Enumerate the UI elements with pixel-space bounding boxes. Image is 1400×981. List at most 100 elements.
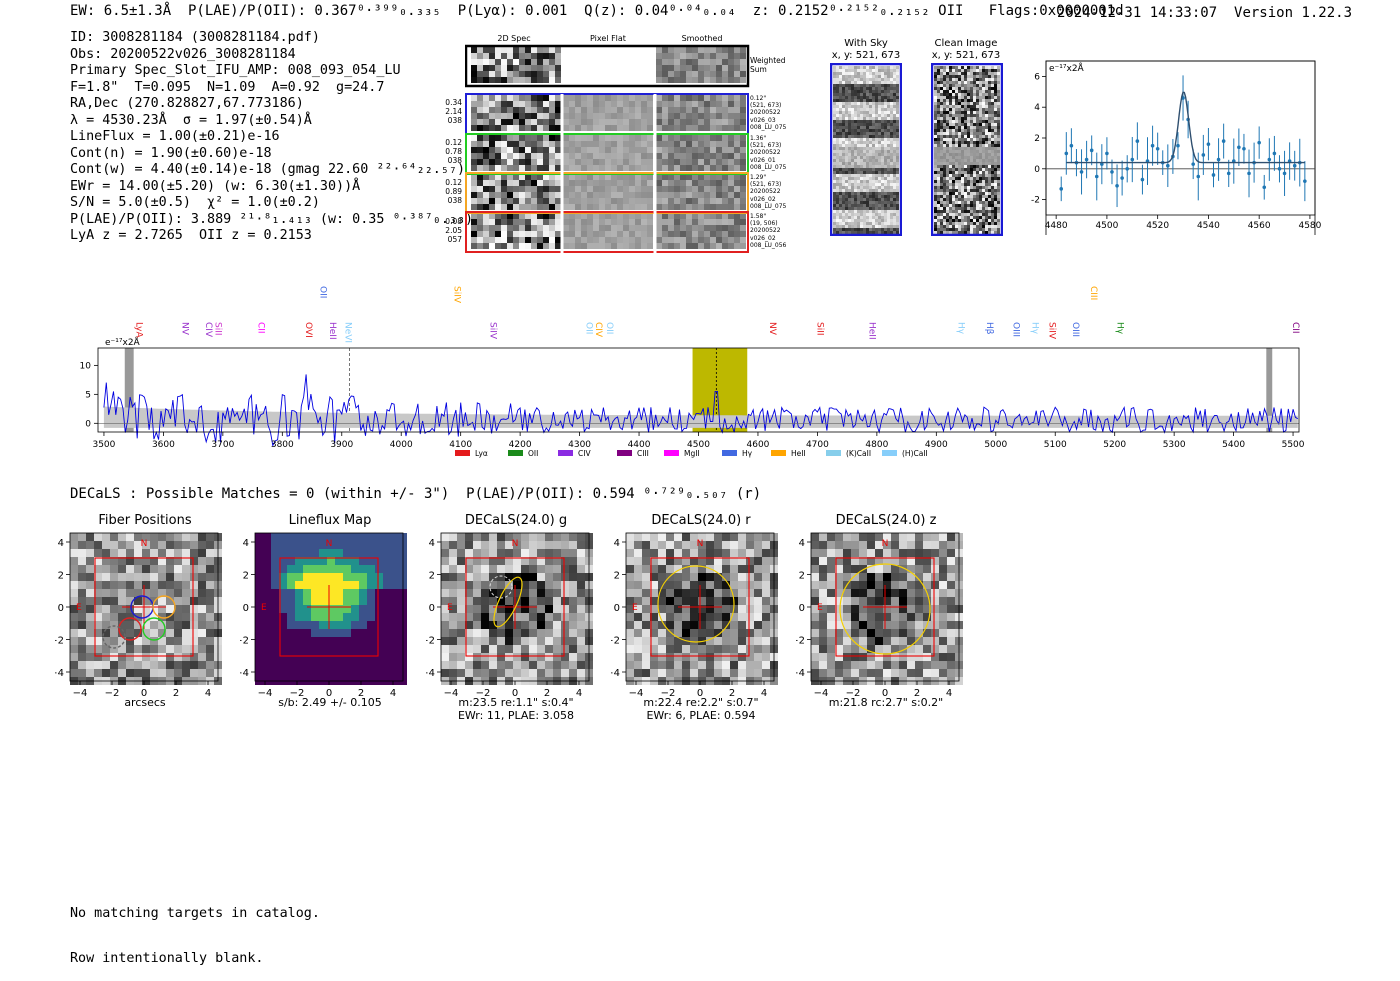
emission-line-label: OIII <box>1011 322 1021 337</box>
panel-title: Lineflux Map <box>240 513 420 528</box>
spectrum-x-tick: 3600 <box>152 440 175 450</box>
data-point <box>1120 176 1124 180</box>
data-point <box>1166 164 1170 168</box>
data-point <box>1262 185 1266 189</box>
legend-label: Lyα <box>475 449 488 458</box>
north-label: N <box>697 539 704 549</box>
emission-line-label: OIII <box>1070 322 1080 337</box>
panel-y-tick: −4 <box>240 668 249 679</box>
data-point <box>1293 164 1297 168</box>
emission-line-label: SiIV <box>487 322 497 340</box>
panel-y-tick: 0 <box>614 603 620 614</box>
cutout-grid <box>465 44 755 256</box>
spectrum-y-tick: 5 <box>85 390 91 400</box>
data-point <box>1268 158 1272 162</box>
info-line: ID: 3008281184 (3008281184.pdf) <box>70 30 473 47</box>
info-line: λ = 4530.23Å σ = 1.97(±0.54)Å <box>70 113 473 130</box>
panel-y-tick: 4 <box>243 538 249 549</box>
emission-line-label: CII <box>1290 322 1300 334</box>
spectrum-x-tick: 5200 <box>1103 440 1126 450</box>
emission-line-label: Hβ <box>984 322 994 335</box>
panel-caption-line: s/b: 2.49 +/- 0.105 <box>240 696 420 709</box>
row-values-1: 0.34 2.14 038 <box>436 98 462 125</box>
zoom-x-tick: 4500 <box>1095 221 1118 231</box>
row-values-3: 0.12 0.89 038 <box>436 178 462 205</box>
data-point <box>1196 175 1200 179</box>
legend-label: OII <box>528 449 538 458</box>
emission-line-label: HeII <box>327 322 337 340</box>
panel-y-tick: −4 <box>796 668 805 679</box>
data-point <box>1156 147 1160 151</box>
legend-swatch <box>508 450 523 456</box>
emission-line-label: CIII <box>1088 286 1098 300</box>
data-point <box>1085 158 1089 162</box>
data-point <box>1151 144 1155 148</box>
east-label: E <box>76 603 82 613</box>
info-line: P(LAE)/P(OII): 3.889 ²¹·⁸₁.₄₁₃ (w: 0.35 … <box>70 212 473 229</box>
col-label-smoothed: Smoothed <box>658 34 746 43</box>
spectrum-x-tick: 3700 <box>211 440 234 450</box>
emission-line-label: NV <box>767 322 777 336</box>
emission-line-label: HeII <box>867 322 877 340</box>
legend-swatch <box>455 450 470 456</box>
north-label: N <box>141 539 148 549</box>
emission-line-label: OII <box>317 286 327 298</box>
catalog-footer: No matching targets in catalog. Row inte… <box>70 876 320 981</box>
north-label: N <box>512 539 519 549</box>
row-note-3: 1.29" (521, 673) 20200522 v026_02 008_LU… <box>750 174 786 210</box>
emission-line-label: Hγ <box>1030 322 1040 335</box>
data-point <box>1136 139 1140 143</box>
emission-line-label: LyA <box>134 322 144 339</box>
spectrum-x-tick: 4700 <box>806 440 829 450</box>
zoom-y-tick: 4 <box>1034 103 1040 113</box>
data-point <box>1080 170 1084 174</box>
panel-caption-line: EWr: 11, PLAE: 3.058 <box>426 709 606 722</box>
version: Version 1.22.3 <box>1234 5 1352 21</box>
data-point <box>1090 149 1094 153</box>
data-point <box>1247 172 1251 176</box>
with-sky-image <box>830 63 902 236</box>
east-label: E <box>447 603 453 613</box>
panel-caption-line: m:23.5 re:1.1" s:0.4" <box>426 696 606 709</box>
spectrum-x-tick: 5300 <box>1163 440 1186 450</box>
panel-caption-line: m:22.4 re:2.2" s:0.7" <box>611 696 791 709</box>
data-point <box>1237 145 1241 149</box>
data-point <box>1065 152 1069 156</box>
data-point <box>1176 144 1180 148</box>
data-point <box>1227 172 1231 176</box>
clean-image-title-block: Clean Image x, y: 521, 673 <box>920 38 1012 62</box>
with-sky-title-block: With Sky x, y: 521, 673 <box>820 38 912 62</box>
legend-swatch <box>617 450 632 456</box>
info-line: RA,Dec (270.828827,67.773186) <box>70 96 473 113</box>
timestamp: 2024-12-31 14:33:07 <box>1057 5 1217 21</box>
emission-line-label: NeVI <box>342 322 352 343</box>
emission-line-label: SiII <box>814 322 824 336</box>
legend-swatch <box>722 450 737 456</box>
east-label: E <box>632 603 638 613</box>
data-point <box>1141 178 1145 182</box>
legend-swatch <box>771 450 786 456</box>
clean-image-title: Clean Image <box>920 38 1012 50</box>
legend-label: CIV <box>578 449 591 458</box>
info-line: EWr = 14.00(±5.20) (w: 6.30(±1.30))Å <box>70 179 473 196</box>
spectrum-x-tick: 3900 <box>330 440 353 450</box>
data-point <box>1070 144 1074 148</box>
data-point <box>1115 184 1119 188</box>
panel-title: DECaLS(24.0) z <box>796 513 976 528</box>
emission-line-label: NV <box>179 322 189 336</box>
panel-y-tick: −4 <box>426 668 435 679</box>
footer-line-1: No matching targets in catalog. <box>70 906 320 921</box>
info-line: Primary Spec_Slot_IFU_AMP: 008_093_054_L… <box>70 63 473 80</box>
panel-y-tick: 0 <box>799 603 805 614</box>
data-point <box>1130 158 1134 162</box>
east-label: E <box>261 603 267 613</box>
spectrum-x-tick: 4900 <box>925 440 948 450</box>
panel-y-tick: 4 <box>58 538 64 549</box>
col-label-pixelflat: Pixel Flat <box>564 34 652 43</box>
panel-caption: s/b: 2.49 +/- 0.105 <box>240 696 420 709</box>
panel-y-tick: 2 <box>429 571 435 582</box>
panel-y-tick: 4 <box>799 538 805 549</box>
footer-line-2: Row intentionally blank. <box>70 951 320 966</box>
